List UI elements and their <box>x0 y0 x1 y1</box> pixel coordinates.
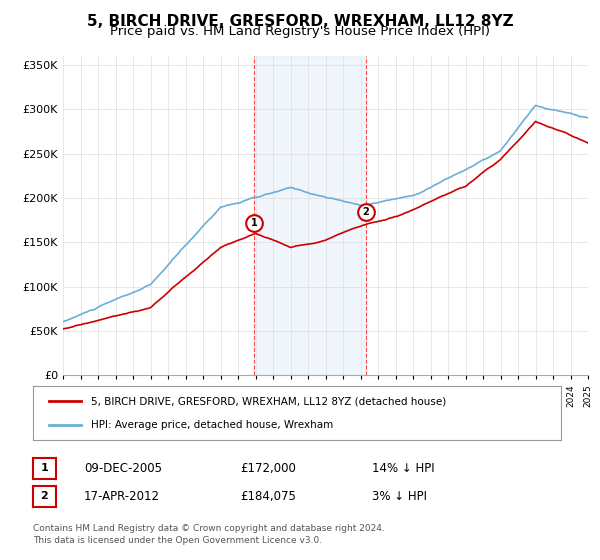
Text: 2: 2 <box>41 491 48 501</box>
Bar <box>254 56 365 375</box>
Text: 5, BIRCH DRIVE, GRESFORD, WREXHAM, LL12 8YZ (detached house): 5, BIRCH DRIVE, GRESFORD, WREXHAM, LL12 … <box>91 396 446 407</box>
Text: 17-APR-2012: 17-APR-2012 <box>84 489 160 503</box>
Text: £172,000: £172,000 <box>240 461 296 475</box>
Text: Contains HM Land Registry data © Crown copyright and database right 2024.
This d: Contains HM Land Registry data © Crown c… <box>33 524 385 545</box>
Text: 3% ↓ HPI: 3% ↓ HPI <box>372 489 427 503</box>
Text: HPI: Average price, detached house, Wrexham: HPI: Average price, detached house, Wrex… <box>91 419 334 430</box>
Text: 1: 1 <box>41 463 48 473</box>
Text: 14% ↓ HPI: 14% ↓ HPI <box>372 461 434 475</box>
Text: 2: 2 <box>362 207 369 217</box>
Text: 1: 1 <box>251 218 257 228</box>
Text: 09-DEC-2005: 09-DEC-2005 <box>84 461 162 475</box>
Text: Price paid vs. HM Land Registry's House Price Index (HPI): Price paid vs. HM Land Registry's House … <box>110 25 490 38</box>
Text: £184,075: £184,075 <box>240 489 296 503</box>
Text: 5, BIRCH DRIVE, GRESFORD, WREXHAM, LL12 8YZ: 5, BIRCH DRIVE, GRESFORD, WREXHAM, LL12 … <box>86 14 514 29</box>
